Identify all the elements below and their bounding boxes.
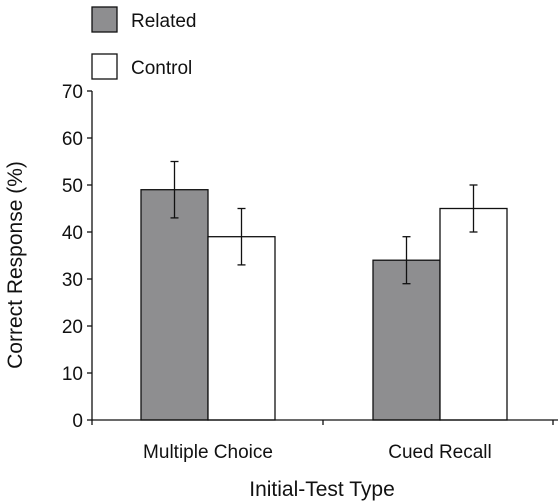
- legend-swatch-control: [91, 53, 118, 80]
- legend: Related Control: [91, 6, 197, 80]
- bar-related: [140, 189, 209, 421]
- legend-label-control: Control: [131, 58, 192, 79]
- y-tick-label: 70: [62, 82, 83, 103]
- x-axis: Multiple Choice Cued Recall: [91, 419, 558, 463]
- y-axis-title: Correct Response (%): [4, 161, 27, 369]
- bar-control: [207, 236, 276, 421]
- plot-area: [140, 160, 508, 421]
- y-tick-label: 60: [62, 129, 83, 150]
- y-tick-label: 40: [62, 223, 83, 244]
- legend-swatch-related: [91, 6, 118, 33]
- y-tick-label: 10: [62, 364, 83, 385]
- x-category-label: Multiple Choice: [143, 442, 273, 463]
- x-axis-title: Initial-Test Type: [249, 478, 395, 501]
- bar-control: [439, 207, 508, 421]
- y-tick-label: 50: [62, 176, 83, 197]
- y-tick-label: 20: [62, 317, 83, 338]
- y-axis: 0 10 20 30 40 50 60 70: [62, 82, 93, 432]
- legend-label-related: Related: [131, 11, 197, 32]
- x-category-label: Cued Recall: [388, 442, 492, 463]
- y-tick-label: 30: [62, 270, 83, 291]
- y-tick-label: 0: [72, 411, 83, 432]
